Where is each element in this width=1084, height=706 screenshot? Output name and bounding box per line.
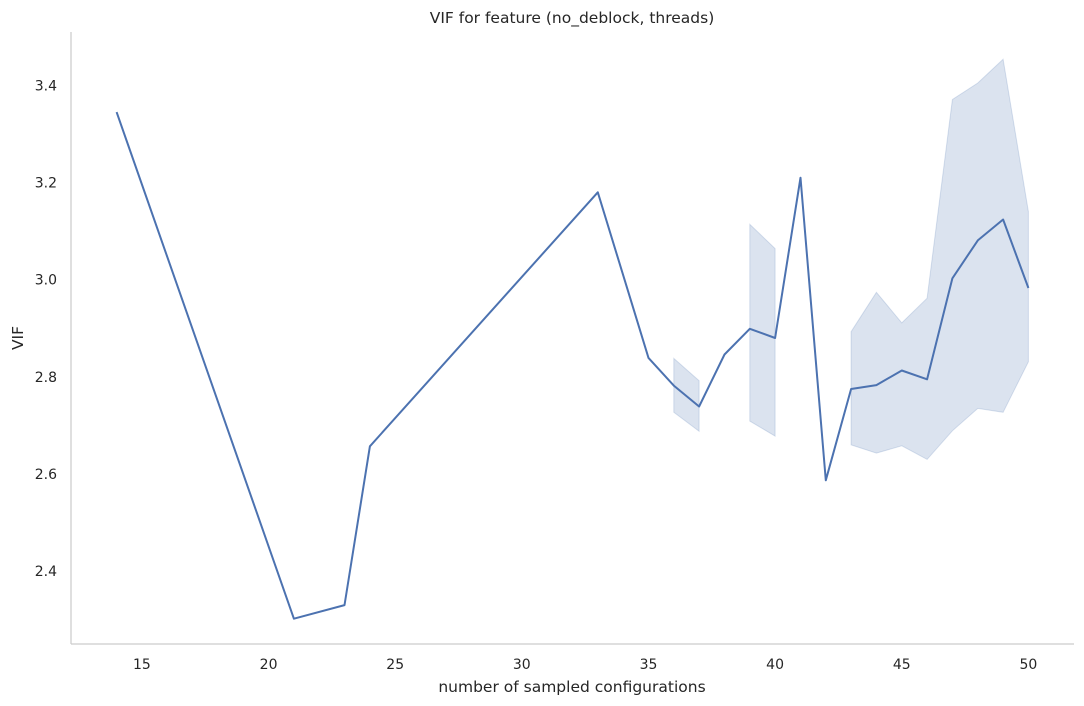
y-axis-label: VIF [9,326,27,350]
y-tick-label: 3.2 [35,176,57,192]
y-tick-label: 2.8 [35,370,57,386]
x-tick-label: 25 [386,657,404,673]
confidence-band-3 [850,58,1029,461]
y-tick-label: 2.4 [35,564,57,580]
y-tick-labels: 2.4 2.6 2.8 3.0 3.2 3.4 [35,78,57,580]
x-tick-label: 20 [260,657,278,673]
y-tick-label: 3.0 [35,273,57,289]
series-line-group [115,111,1030,620]
y-tick-label: 3.4 [35,78,57,94]
x-tick-label: 40 [766,657,784,673]
x-tick-label: 15 [133,657,151,673]
x-tick-label: 45 [893,657,911,673]
y-tick-label: 2.6 [35,467,57,483]
x-axis-label: number of sampled configurations [438,678,705,696]
x-tick-label: 30 [513,657,531,673]
confidence-bands [673,58,1029,461]
x-tick-label: 35 [640,657,658,673]
x-tick-label: 50 [1019,657,1037,673]
confidence-band-2 [749,223,776,437]
chart-title: VIF for feature (no_deblock, threads) [430,9,715,28]
series-line-1 [115,111,1030,620]
x-tick-labels: 15 20 25 30 35 40 45 50 [133,657,1037,673]
